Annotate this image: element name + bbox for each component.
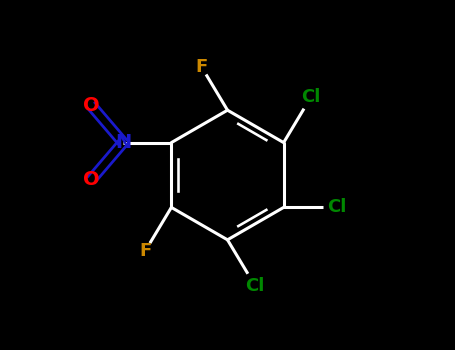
- Text: F: F: [195, 57, 207, 76]
- Text: O: O: [83, 96, 100, 116]
- Text: F: F: [139, 242, 152, 260]
- Text: Cl: Cl: [245, 276, 265, 295]
- Text: Cl: Cl: [328, 198, 347, 216]
- Text: O: O: [83, 170, 100, 189]
- Text: N: N: [115, 133, 131, 152]
- Text: Cl: Cl: [302, 88, 321, 106]
